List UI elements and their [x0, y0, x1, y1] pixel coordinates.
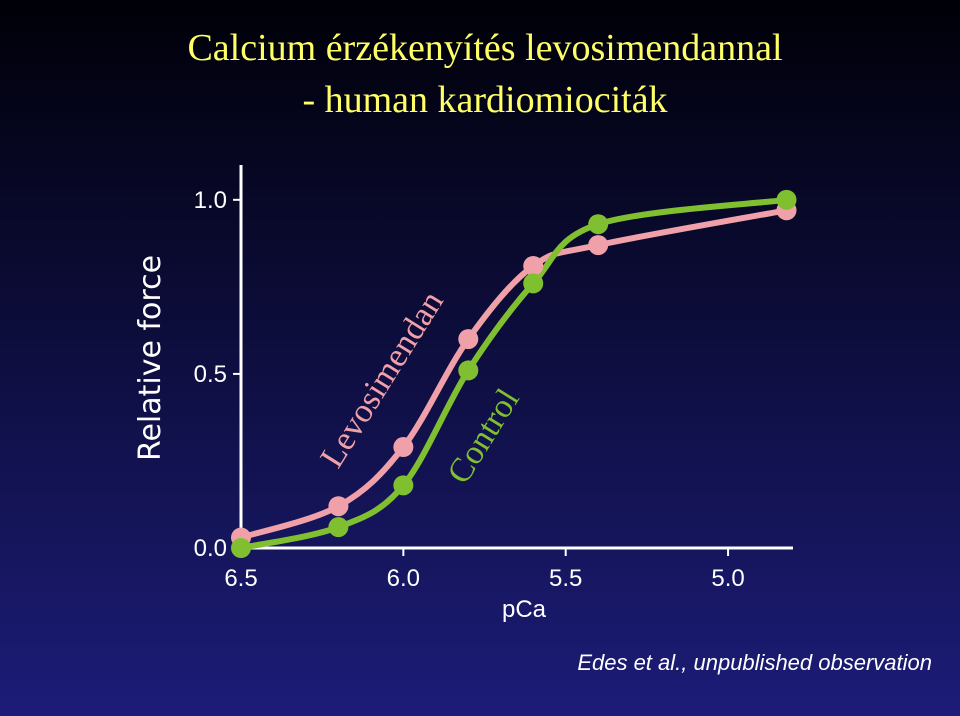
data-point — [393, 437, 414, 458]
title-line: Calcium érzékenyítés levosimendannal — [187, 27, 782, 69]
data-point — [588, 235, 609, 256]
data-point — [523, 273, 544, 294]
x-tick-label: 5.0 — [711, 565, 744, 592]
data-point — [328, 496, 349, 517]
data-point — [393, 475, 414, 496]
y-axis-label: Relative force — [133, 255, 168, 461]
x-axis-label: pCa — [502, 596, 547, 623]
data-point — [458, 329, 479, 350]
data-point — [588, 214, 609, 235]
y-tick-label: 0.5 — [194, 361, 227, 388]
title-line: - human kardiomiociták — [302, 79, 667, 121]
y-tick-label: 0.0 — [194, 535, 227, 562]
data-point — [776, 189, 797, 210]
data-point — [328, 517, 349, 538]
y-tick-label: 1.0 — [194, 187, 227, 214]
data-point — [523, 255, 544, 276]
data-point — [231, 538, 251, 558]
x-tick-label: 6.0 — [387, 565, 420, 592]
x-tick-label: 6.5 — [224, 565, 257, 592]
data-point — [458, 360, 479, 381]
footnote: Edes et al., unpublished observation — [577, 650, 932, 675]
x-tick-label: 5.5 — [549, 565, 582, 592]
